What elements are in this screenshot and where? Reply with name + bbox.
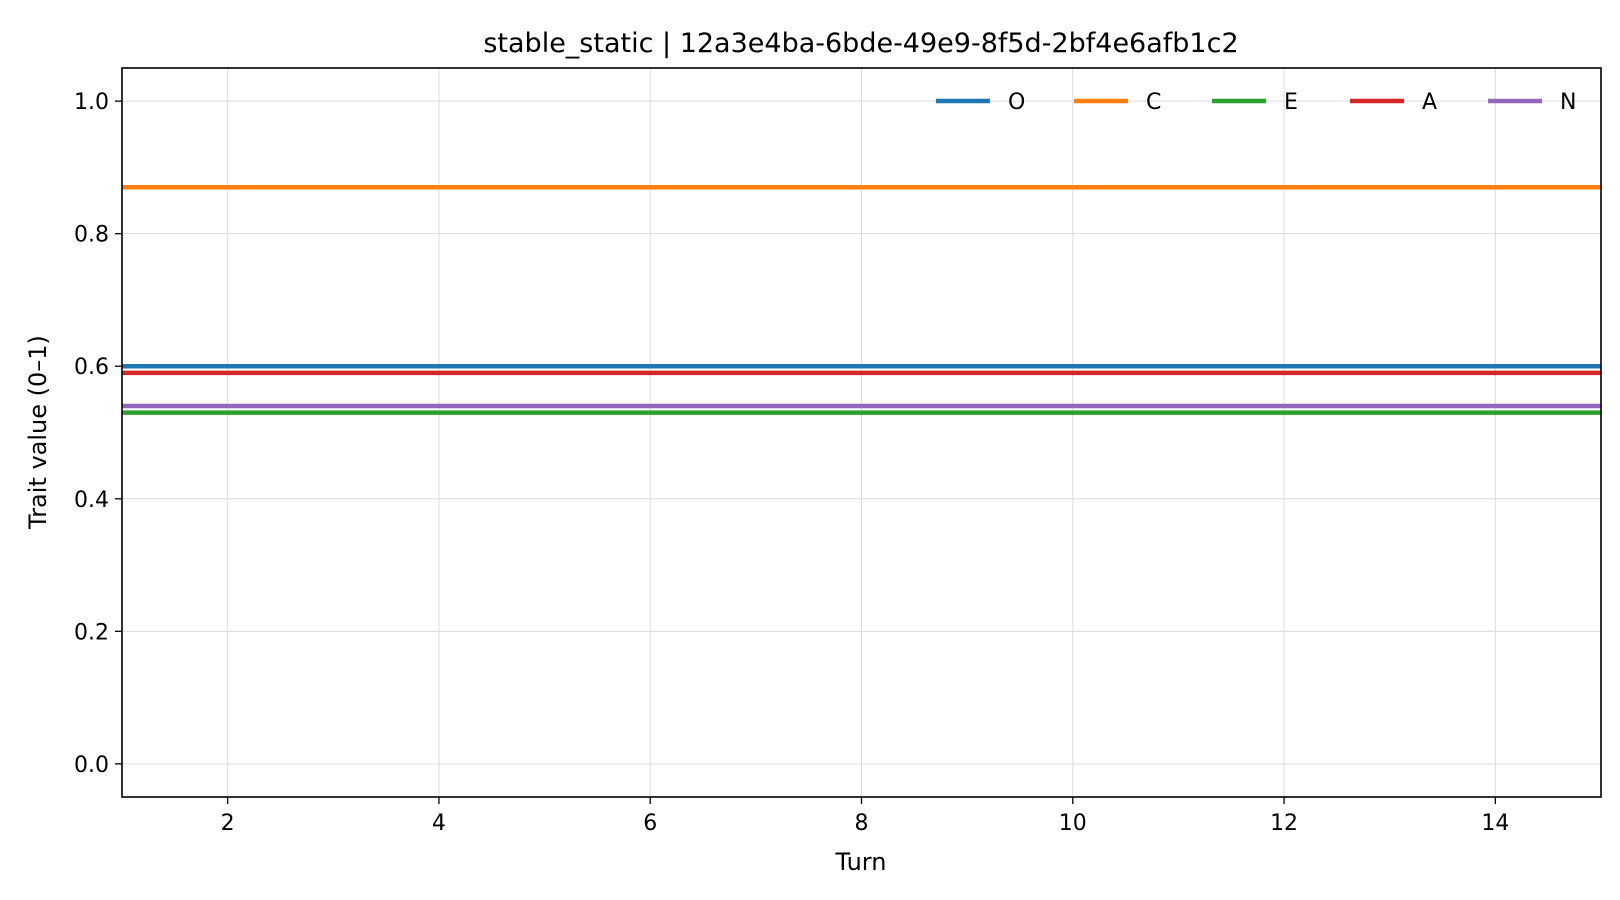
x-tick-label: 10 xyxy=(1059,811,1087,836)
y-tick-label: 0.2 xyxy=(74,620,109,645)
legend-label-n: N xyxy=(1560,90,1576,115)
x-tick-label: 2 xyxy=(221,811,235,836)
chart-title: stable_static | 12a3e4ba-6bde-49e9-8f5d-… xyxy=(483,28,1238,59)
y-tick-label: 1.0 xyxy=(74,90,109,115)
y-tick-label: 0.8 xyxy=(74,223,109,248)
x-tick-label: 8 xyxy=(855,811,869,836)
x-axis-label: Turn xyxy=(835,848,887,876)
series-lines xyxy=(122,185,1601,415)
y-tick-label: 0.0 xyxy=(74,753,109,778)
x-tick-label: 6 xyxy=(643,811,657,836)
legend-label-c: C xyxy=(1146,90,1161,115)
x-tick-label: 12 xyxy=(1270,811,1298,836)
y-tick-label: 0.4 xyxy=(74,488,109,513)
legend-label-o: O xyxy=(1008,90,1025,115)
y-axis-label: Trait value (0–1) xyxy=(24,335,52,530)
legend-label-e: E xyxy=(1284,90,1298,115)
legend-label-a: A xyxy=(1422,90,1437,115)
y-tick-label: 0.6 xyxy=(74,355,109,380)
axis-ticks: 2 4 6 8 10 12 14 0.0 0.2 0.4 0.6 0.8 1.0 xyxy=(74,90,1509,836)
x-tick-label: 14 xyxy=(1481,811,1509,836)
x-tick-label: 4 xyxy=(432,811,446,836)
